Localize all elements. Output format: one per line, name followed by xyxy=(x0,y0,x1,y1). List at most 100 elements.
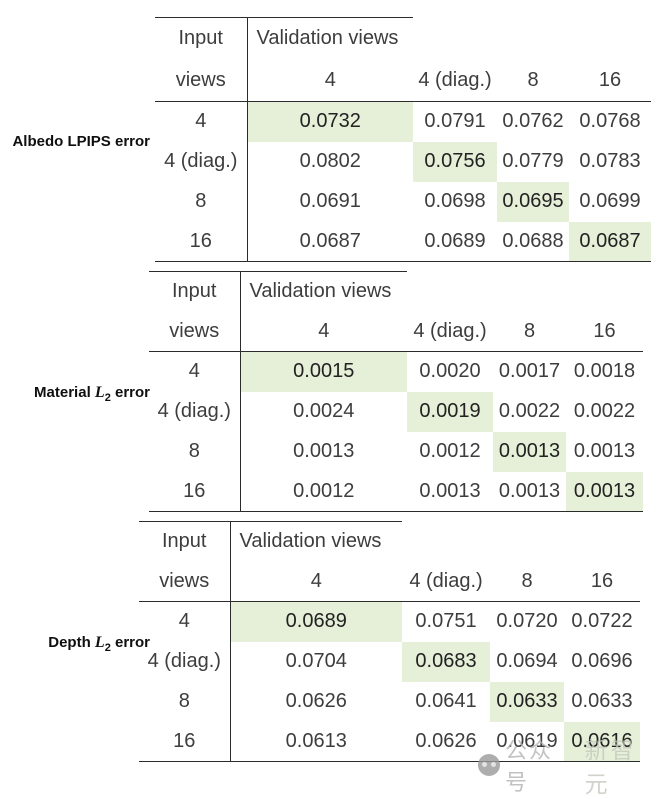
cell-diagonal: 0.0689 xyxy=(229,601,402,642)
cell: 0.0013 xyxy=(239,431,407,472)
header-input: Input xyxy=(149,271,240,312)
column-header: 4 (diag.) xyxy=(407,311,493,352)
column-header: 16 xyxy=(569,59,651,102)
row-label: 4 (diag.) xyxy=(164,150,238,172)
row-label: 16 xyxy=(139,721,230,762)
column-header: 4 xyxy=(229,561,402,602)
cell: 0.0783 xyxy=(579,150,641,172)
cell: 0.0768 xyxy=(579,110,641,133)
cell-diagonal: 0.0013 xyxy=(493,431,566,472)
table-header-row-cols: views 4 4 (diag.) 8 16 xyxy=(149,311,643,352)
cell: 0.0688 xyxy=(497,221,569,262)
table-header-row-cols: views 4 4 (diag.) 8 16 xyxy=(139,561,640,602)
cell: 0.0619 xyxy=(490,721,564,762)
cell: 0.0013 xyxy=(493,471,566,512)
header-validation-views: Validation views xyxy=(239,271,407,312)
header-spacer xyxy=(569,18,651,60)
header-validation-views: Validation views xyxy=(246,17,413,60)
column-header: 4 xyxy=(239,311,407,352)
row-label: 16 xyxy=(149,471,240,512)
cell: 0.0691 xyxy=(246,181,413,222)
header-spacer xyxy=(413,18,497,60)
cell: 0.0696 xyxy=(571,650,633,672)
header-views: views xyxy=(149,311,240,352)
cell-diagonal: 0.0732 xyxy=(246,101,413,142)
cell-diagonal: 0.0756 xyxy=(413,141,497,182)
header-spacer xyxy=(497,18,569,60)
cell: 0.0720 xyxy=(496,610,558,633)
cell: 0.0024 xyxy=(239,391,407,432)
header-views: views xyxy=(155,59,247,102)
cell: 0.0722 xyxy=(571,610,633,633)
cell: 0.0018 xyxy=(573,360,636,383)
cell-diagonal: 0.0616 xyxy=(564,721,640,762)
cell-diagonal: 0.0015 xyxy=(239,351,407,392)
cell: 0.0791 xyxy=(424,110,486,133)
row-label: 4 xyxy=(178,610,190,633)
row-label: 4 xyxy=(188,360,200,383)
cell: 0.0751 xyxy=(415,610,477,633)
table-row: 16 0.0012 0.0013 0.0013 0.0013 xyxy=(149,471,643,512)
row-label: 4 xyxy=(195,110,207,133)
cell-diagonal: 0.0633 xyxy=(490,681,564,722)
table-depth-l2-error: Input Validation views views 4 4 (diag.)… xyxy=(139,521,640,762)
cell: 0.0779 xyxy=(502,150,564,172)
cell: 0.0704 xyxy=(229,641,402,682)
column-header: 8 xyxy=(493,311,566,352)
row-label: 4 (diag.) xyxy=(157,400,231,422)
column-header: 8 xyxy=(490,561,564,602)
cell: 0.0694 xyxy=(496,650,558,672)
table-row: 4 (diag.) 0.0704 0.0683 0.0694 0.0696 xyxy=(139,641,640,682)
cell-diagonal: 0.0683 xyxy=(402,641,490,682)
caption-text: Material xyxy=(34,384,95,401)
cell: 0.0802 xyxy=(246,141,413,182)
caption-subscript: 2 xyxy=(104,642,111,654)
table-header-row-group: Input Validation views xyxy=(139,521,640,562)
header-spacer xyxy=(564,522,640,562)
cell: 0.0689 xyxy=(413,221,497,262)
column-header: 4 xyxy=(246,59,413,102)
cell-diagonal: 0.0695 xyxy=(497,181,569,222)
header-views: views xyxy=(139,561,230,602)
cell: 0.0022 xyxy=(573,400,636,422)
header-spacer xyxy=(566,272,643,312)
cell-diagonal: 0.0019 xyxy=(407,391,493,432)
caption-depth-l2-error: Depth L2 error xyxy=(0,634,150,654)
caption-text: error xyxy=(110,634,150,651)
cell: 0.0698 xyxy=(424,190,486,212)
header-input: Input xyxy=(155,17,247,60)
cell: 0.0687 xyxy=(246,221,413,262)
table-header-row-group: Input Validation views xyxy=(149,271,643,312)
cell: 0.0626 xyxy=(229,681,402,722)
cell: 0.0017 xyxy=(498,360,561,383)
caption-math-symbol: L xyxy=(94,384,105,401)
row-label: 4 (diag.) xyxy=(147,650,221,672)
header-validation-views: Validation views xyxy=(229,521,402,562)
cell: 0.0699 xyxy=(579,190,641,212)
column-header: 8 xyxy=(497,59,569,102)
table-row: 16 0.0687 0.0689 0.0688 0.0687 xyxy=(155,221,651,262)
cell: 0.0012 xyxy=(419,440,481,462)
caption-text: error xyxy=(110,384,150,401)
table-row: 4 (diag.) 0.0024 0.0019 0.0022 0.0022 xyxy=(149,391,643,432)
table-row: 8 0.0626 0.0641 0.0633 0.0633 xyxy=(139,681,640,722)
cell: 0.0013 xyxy=(573,440,636,462)
cell: 0.0641 xyxy=(415,690,477,712)
cell-diagonal: 0.0013 xyxy=(566,471,643,512)
column-header: 4 (diag.) xyxy=(402,561,490,602)
row-label: 8 xyxy=(195,190,207,212)
cell: 0.0762 xyxy=(502,110,564,133)
cell: 0.0013 xyxy=(407,471,493,512)
cell: 0.0012 xyxy=(239,471,407,512)
table-row: 16 0.0613 0.0626 0.0619 0.0616 xyxy=(139,721,640,762)
header-spacer xyxy=(493,272,566,312)
table-albedo-lpips-error: Input Validation views views 4 4 (diag.)… xyxy=(155,17,651,262)
cell: 0.0022 xyxy=(498,400,561,422)
caption-math-symbol: L xyxy=(94,634,105,651)
cell: 0.0613 xyxy=(229,721,402,762)
header-spacer xyxy=(402,522,490,562)
table-row: 4 0.0732 0.0791 0.0762 0.0768 xyxy=(155,101,651,142)
table-row: 8 0.0691 0.0698 0.0695 0.0699 xyxy=(155,181,651,222)
column-header: 4 (diag.) xyxy=(413,59,497,102)
caption-text: Albedo LPIPS error xyxy=(12,133,150,150)
